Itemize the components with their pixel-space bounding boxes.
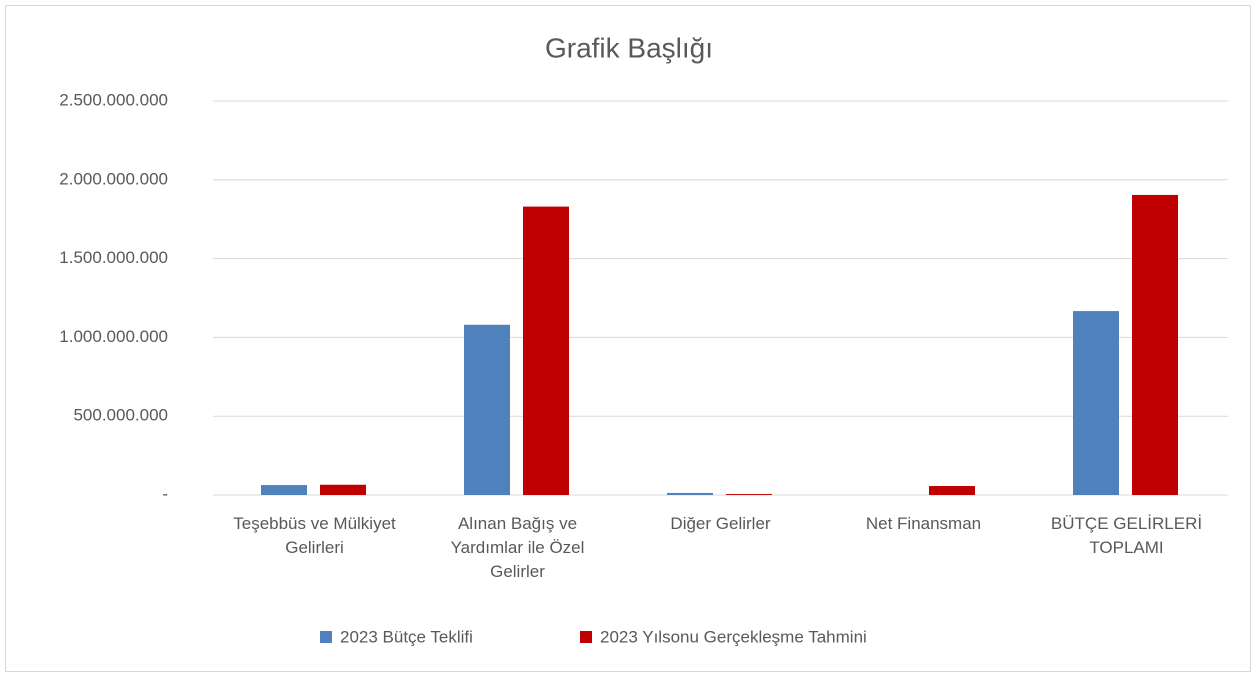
legend-label: 2023 Bütçe Teklifi [340,627,473,646]
y-tick-label: 500.000.000 [73,406,168,425]
bar [261,485,307,495]
bar [929,486,975,495]
x-tick-label: Teşebbüs ve Mülkiyet Gelirleri [233,514,396,557]
x-tick-label: BÜTÇE GELİRLERİ TOPLAMI [1050,514,1203,557]
y-tick-label: 1.500.000.000 [59,248,168,267]
bar [1132,194,1178,495]
legend-label: 2023 Yılsonu Gerçekleşme Tahmini [600,627,867,646]
legend-swatch [580,631,592,643]
bar [320,484,366,495]
bar [1073,311,1119,495]
bar [667,492,713,495]
x-tick-label: Diğer Gelirler [670,514,771,533]
y-tick-label: 2.500.000.000 [59,90,168,109]
bar [523,206,569,496]
legend-swatch [320,631,332,643]
x-tick-label: Net Finansman [865,514,982,533]
chart-border [5,5,1251,672]
bar [726,494,772,495]
x-tick-label: Alınan Bağış ve Yardımlar ile Özel Gelir… [450,514,585,581]
y-tick-label: 1.000.000.000 [59,327,168,346]
y-tick-label: - [162,484,168,503]
y-tick-label: 2.000.000.000 [59,169,168,188]
bar [464,324,510,495]
chart-title: Grafik Başlığı [545,32,713,63]
